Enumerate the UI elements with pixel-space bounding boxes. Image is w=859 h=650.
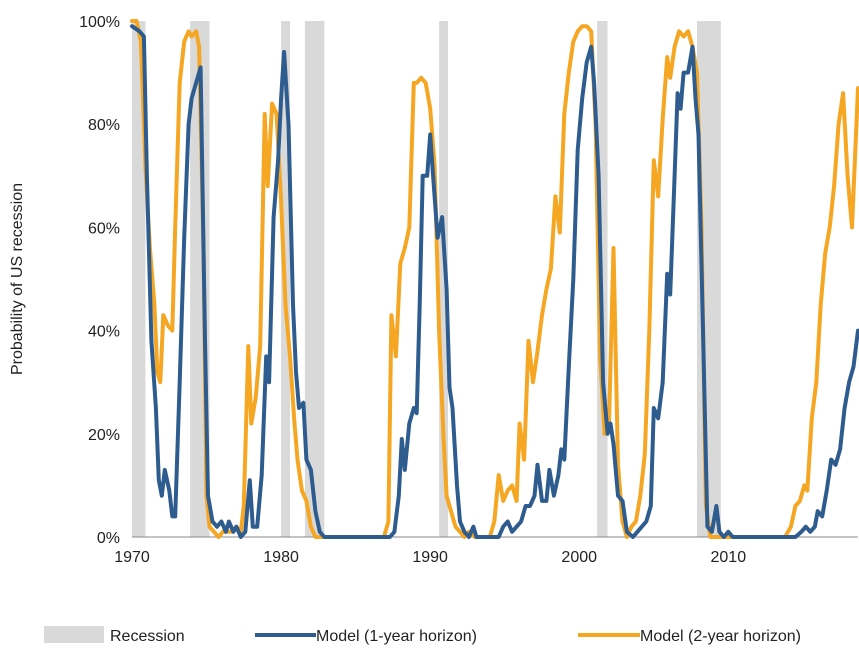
series-line-0 xyxy=(130,24,859,539)
legend-swatch-recession xyxy=(44,626,104,643)
recession-band-4 xyxy=(439,21,449,537)
x-tick-label: 1990 xyxy=(412,549,448,566)
y-tick-label: 0% xyxy=(97,530,120,547)
x-tick-label: 1970 xyxy=(114,549,150,566)
x-tick-label: 2000 xyxy=(561,549,597,566)
y-tick-label: 100% xyxy=(79,14,120,31)
x-tick-labels: 1970 1980 1990 2000 2010 xyxy=(114,549,746,566)
x-tick-label: 2010 xyxy=(711,549,747,566)
y-tick-label: 80% xyxy=(88,117,120,134)
series-lines xyxy=(130,19,859,539)
legend-label-1yr: Model (1-year horizon) xyxy=(316,628,477,645)
legend-label-2yr: Model (2-year horizon) xyxy=(640,628,801,645)
legend: Recession Model (1-year horizon) Model (… xyxy=(44,626,801,645)
y-axis-title: Probability of US recession xyxy=(9,183,26,375)
recession-band-0 xyxy=(132,21,146,537)
y-tick-label: 40% xyxy=(88,324,120,341)
recession-band-3 xyxy=(304,21,325,537)
series-line-1 xyxy=(130,19,859,539)
y-tick-labels: 0% 20% 40% 60% 80% 100% xyxy=(79,14,120,547)
x-tick-label: 1980 xyxy=(263,549,299,566)
y-tick-label: 60% xyxy=(88,220,120,237)
y-tick-label: 20% xyxy=(88,427,120,444)
legend-label-recession: Recession xyxy=(110,628,185,645)
